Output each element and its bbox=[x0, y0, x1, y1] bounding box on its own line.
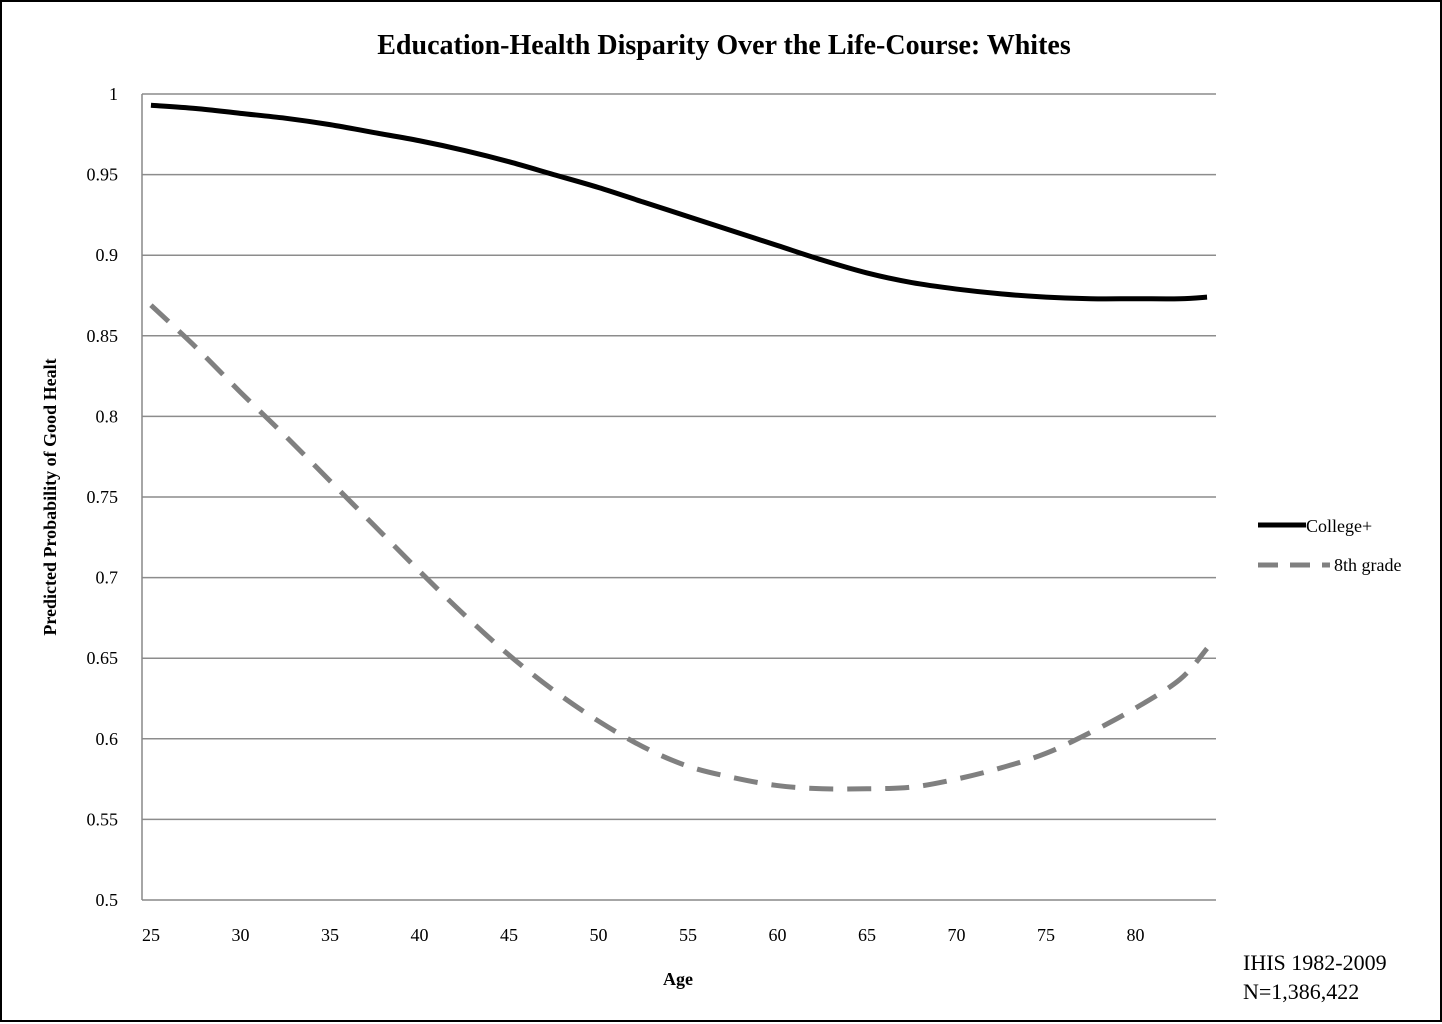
x-tick-label: 80 bbox=[1126, 925, 1144, 945]
legend-label-8th-grade: 8th grade bbox=[1334, 555, 1401, 575]
y-tick-label: 0.85 bbox=[87, 326, 119, 346]
y-tick-label: 0.9 bbox=[96, 245, 119, 265]
x-tick-labels: 25 30 35 40 45 50 55 60 65 70 75 80 bbox=[142, 925, 1144, 945]
chart-title: Education-Health Disparity Over the Life… bbox=[377, 30, 1071, 61]
y-tick-label: 0.95 bbox=[87, 165, 119, 185]
x-axis-label: Age bbox=[663, 969, 693, 989]
y-tick-label: 0.55 bbox=[87, 809, 119, 829]
y-tick-label: 0.7 bbox=[96, 568, 119, 588]
legend-label-college: College+ bbox=[1306, 516, 1372, 536]
sample-size-annotation: N=1,386,422 bbox=[1243, 979, 1359, 1004]
y-tick-label: 0.8 bbox=[96, 406, 119, 426]
series-line-8th-grade bbox=[149, 303, 1209, 792]
y-tick-label: 0.75 bbox=[87, 487, 119, 507]
y-tick-label: 0.5 bbox=[96, 890, 119, 910]
source-annotation: IHIS 1982-2009 bbox=[1243, 950, 1387, 975]
x-tick-label: 40 bbox=[410, 925, 428, 945]
x-tick-label: 35 bbox=[321, 925, 339, 945]
y-axis-label: Predicted Probability of Good Healt bbox=[40, 358, 60, 635]
series-line-college bbox=[150, 102, 1208, 302]
x-tick-label: 55 bbox=[679, 925, 697, 945]
y-tick-labels: 0.5 0.55 0.6 0.65 0.7 0.75 0.8 0.85 0.9 0.95 1 bbox=[87, 84, 119, 910]
y-tick-label: 0.65 bbox=[87, 648, 119, 668]
gridlines bbox=[142, 93, 1216, 821]
x-tick-label: 65 bbox=[858, 925, 876, 945]
x-tick-label: 50 bbox=[589, 925, 607, 945]
x-tick-label: 25 bbox=[142, 925, 160, 945]
x-tick-label: 45 bbox=[500, 925, 518, 945]
y-tick-label: 1 bbox=[109, 84, 118, 104]
x-tick-label: 30 bbox=[231, 925, 249, 945]
x-tick-label: 70 bbox=[947, 925, 965, 945]
legend: College+ 8th grade bbox=[1258, 516, 1401, 575]
series-lines bbox=[149, 102, 1209, 792]
x-tick-label: 60 bbox=[768, 925, 786, 945]
y-tick-label: 0.6 bbox=[96, 729, 119, 749]
x-tick-label: 75 bbox=[1037, 925, 1055, 945]
